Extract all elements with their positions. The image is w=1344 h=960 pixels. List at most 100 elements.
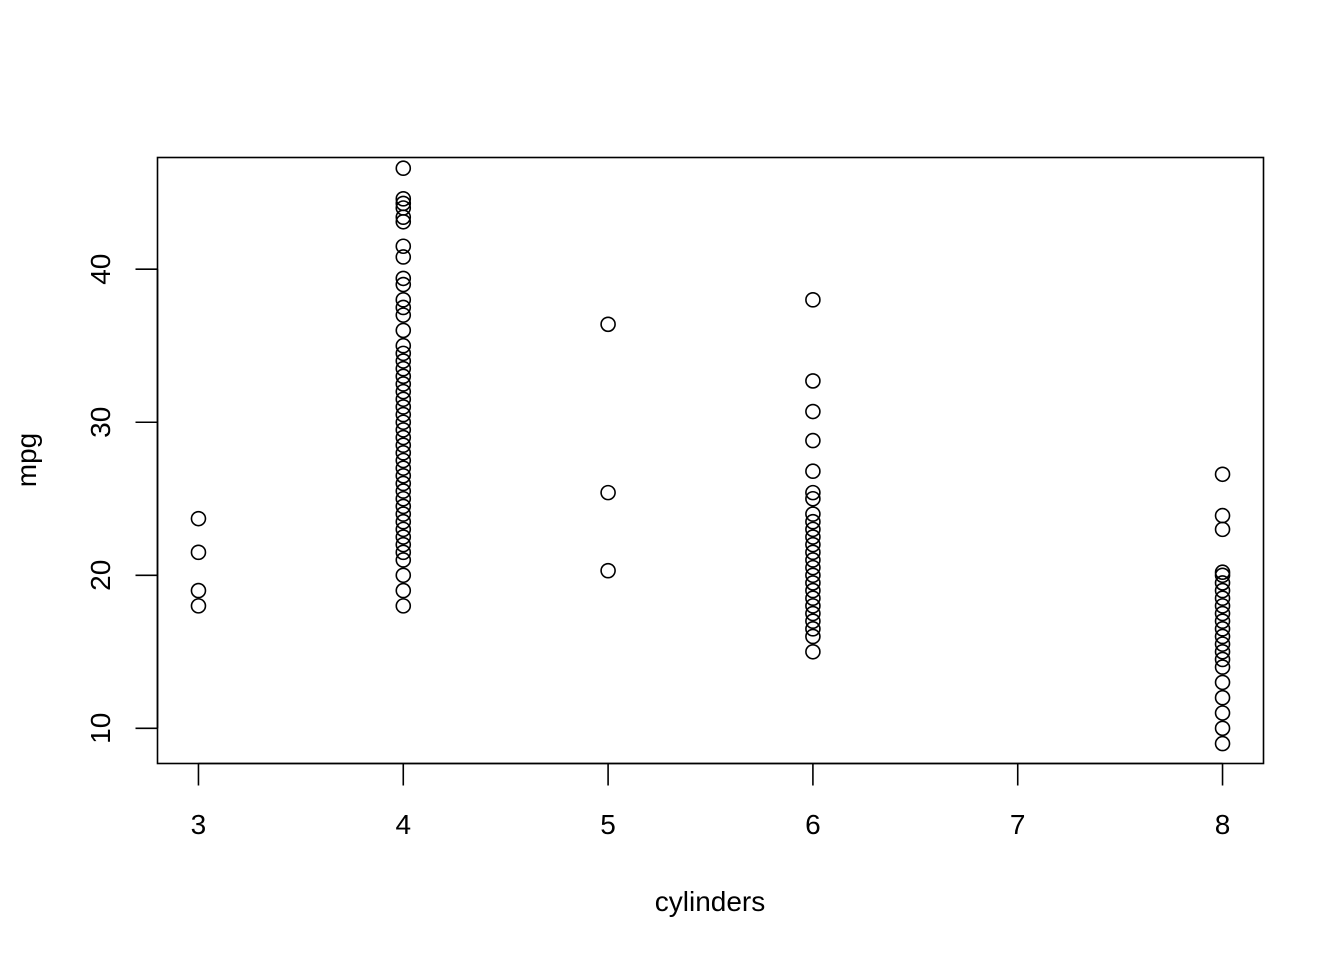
plot-frame [156, 156, 1265, 765]
y-axis: 10 20 30 40 [85, 254, 159, 744]
data-point [805, 605, 821, 622]
data-point [190, 544, 207, 561]
x-tick-label: 3 [191, 809, 207, 840]
data-point [805, 292, 821, 308]
data-point [805, 506, 821, 522]
data-point [1214, 521, 1231, 538]
data-point [395, 422, 412, 438]
data-point [600, 484, 616, 501]
data-point [1214, 575, 1231, 591]
data-point [805, 643, 821, 660]
data-point [805, 590, 821, 607]
data-point [395, 437, 412, 453]
x-tick-label: 4 [395, 809, 411, 840]
data-point [395, 483, 412, 499]
data-point [1214, 613, 1231, 629]
data-point [395, 376, 412, 392]
data-point [1214, 628, 1231, 645]
data-point [805, 613, 821, 629]
data-point [805, 536, 821, 553]
data-point [395, 598, 412, 614]
data-point [395, 582, 412, 599]
data-point [1214, 636, 1231, 652]
data-point [395, 429, 412, 446]
data-point [395, 276, 412, 293]
data-point [395, 506, 412, 522]
data-point [395, 536, 412, 553]
data-point [395, 460, 412, 476]
data-point [1214, 621, 1231, 637]
data-point [805, 484, 821, 501]
x-axis: 3 4 5 6 7 8 [191, 762, 1231, 840]
data-point [805, 490, 821, 507]
data-point [190, 582, 207, 599]
data-point [395, 475, 412, 492]
y-tick-label: 10 [85, 713, 116, 744]
data-point [805, 552, 821, 568]
data-point [395, 345, 412, 362]
x-tick-label: 8 [1215, 809, 1231, 840]
data-point [600, 562, 616, 579]
data-point [1214, 689, 1231, 706]
data-point [805, 463, 821, 480]
data-point [1214, 643, 1231, 660]
data-point [395, 322, 412, 339]
data-point [395, 353, 412, 369]
data-point [395, 191, 412, 207]
data-point [805, 567, 821, 584]
data-point [805, 575, 821, 591]
x-tick-label: 5 [600, 809, 616, 840]
data-point [395, 307, 412, 323]
data-point [395, 513, 412, 530]
data-point [395, 200, 412, 216]
data-point [1214, 466, 1231, 483]
data-point [395, 414, 412, 431]
data-point [395, 368, 412, 385]
data-point [1214, 659, 1231, 675]
data-point [805, 513, 821, 530]
data-point [805, 559, 821, 576]
data-point [1214, 720, 1231, 737]
data-point [1214, 735, 1231, 752]
data-point [1214, 705, 1231, 721]
data-point [395, 292, 412, 308]
data-point [805, 628, 821, 645]
data-point [395, 498, 412, 515]
data-point [190, 598, 207, 614]
data-point [805, 582, 821, 599]
data-point [1214, 564, 1231, 581]
data-point [395, 299, 412, 316]
data-point [805, 373, 821, 389]
data-point [805, 621, 821, 637]
data-point [395, 399, 412, 415]
data-point [805, 598, 821, 614]
data-point [600, 316, 616, 333]
data-point [395, 160, 412, 177]
y-axis-title: mpg [11, 433, 42, 487]
data-points [190, 160, 1231, 752]
data-point [395, 391, 412, 408]
y-tick-label: 20 [85, 560, 116, 591]
data-point [1214, 582, 1231, 599]
y-tick-label: 40 [85, 254, 116, 285]
y-tick-label: 30 [85, 407, 116, 438]
data-point [395, 360, 412, 377]
data-point [395, 195, 412, 212]
data-point [395, 567, 412, 584]
data-point [395, 337, 412, 354]
data-point [395, 468, 412, 484]
data-point [395, 452, 412, 469]
data-point [395, 490, 412, 507]
data-point [805, 403, 821, 420]
data-point [395, 552, 412, 568]
data-point [395, 249, 412, 265]
data-point [1214, 605, 1231, 622]
x-tick-label: 6 [805, 809, 821, 840]
data-point [1214, 674, 1231, 691]
data-point [805, 432, 821, 449]
data-point [1214, 598, 1231, 614]
data-point [395, 529, 412, 545]
x-axis-title: cylinders [655, 886, 765, 917]
data-point [190, 510, 207, 527]
